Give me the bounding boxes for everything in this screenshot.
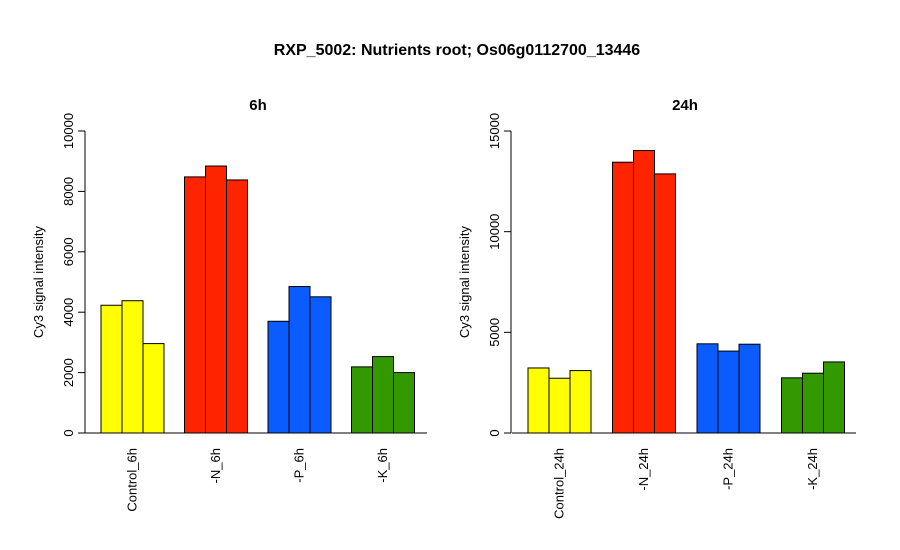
x-tick-label: Control_6h xyxy=(125,448,140,512)
bar xyxy=(267,320,290,434)
y-tick-label: 0 xyxy=(487,429,502,436)
figure-title: RXP_5002: Nutrients root; Os06g0112700_1… xyxy=(274,42,641,59)
panel-24h: 24h 0 5000 10000 15000 Cy3 signal intensity Co… xyxy=(457,97,856,519)
x-tick-label: -P_6h xyxy=(292,448,307,483)
bar xyxy=(288,286,311,434)
bar xyxy=(309,296,332,434)
bar xyxy=(142,343,165,434)
x-tick-label: -N_6h xyxy=(208,448,223,483)
y-axis-label: Cy3 signal intensity xyxy=(31,226,46,338)
y-axis-label: Cy3 signal intensity xyxy=(457,226,472,338)
y-tick-label: 6000 xyxy=(61,237,76,266)
y-tick-label: 10000 xyxy=(61,113,76,149)
y-tick-label: 4000 xyxy=(61,298,76,327)
bar xyxy=(802,372,824,434)
y-tick-label: 10000 xyxy=(487,214,502,250)
x-tick-label: Control_24h xyxy=(552,448,567,519)
panel-title: 6h xyxy=(249,97,267,114)
y-tick-label: 8000 xyxy=(61,177,76,206)
bar xyxy=(569,370,592,434)
bar xyxy=(548,377,571,434)
bar xyxy=(100,304,123,434)
x-tick-label: -K_24h xyxy=(805,448,820,490)
panel-6h: 6h 0 2000 4000 6000 8000 10000 Cy3 signal inten… xyxy=(31,97,427,512)
bar xyxy=(823,361,845,434)
bar xyxy=(121,300,144,434)
bar xyxy=(633,150,655,434)
bar xyxy=(351,366,373,434)
bar xyxy=(612,161,634,434)
bar xyxy=(717,350,740,434)
y-tick-label: 15000 xyxy=(487,113,502,149)
bar xyxy=(205,165,227,434)
bar xyxy=(738,343,761,434)
bar xyxy=(527,367,550,434)
x-tick-label: -N_24h xyxy=(636,448,651,491)
bar xyxy=(372,356,394,434)
bar xyxy=(696,343,719,434)
y-tick-label: 5000 xyxy=(487,318,502,347)
bar xyxy=(781,377,803,434)
bar xyxy=(184,176,206,434)
y-tick-label: 2000 xyxy=(61,358,76,387)
y-tick-label: 0 xyxy=(61,429,76,436)
x-tick-label: -K_6h xyxy=(375,448,390,483)
bar xyxy=(654,173,676,434)
bar xyxy=(226,179,248,434)
panel-title: 24h xyxy=(672,97,698,114)
bar xyxy=(393,372,415,434)
x-tick-label: -P_24h xyxy=(721,448,736,490)
